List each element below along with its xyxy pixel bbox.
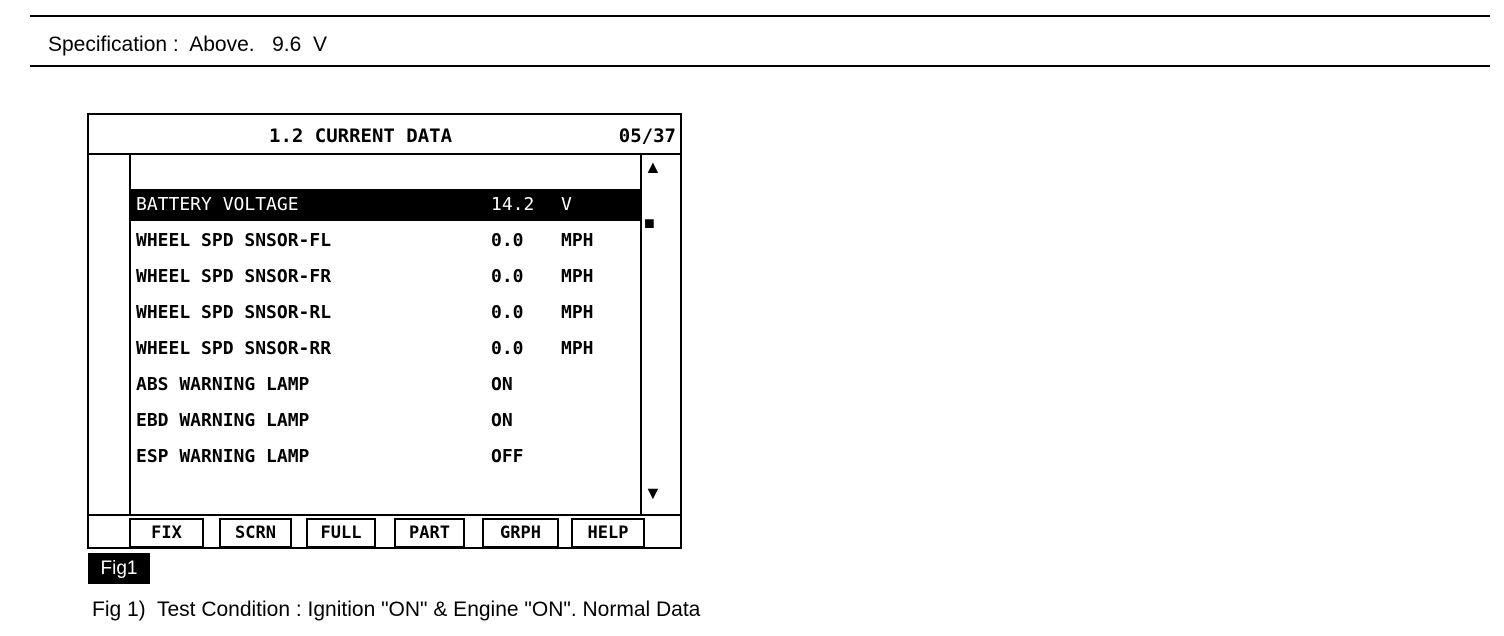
header-divider: [89, 153, 680, 155]
param-unit: MPH: [561, 266, 594, 287]
help-button[interactable]: HELP: [571, 518, 645, 548]
bottom-rule: [30, 65, 1490, 67]
full-button[interactable]: FULL: [306, 518, 376, 548]
figure-label: Fig1: [88, 553, 150, 584]
figure-caption: Fig 1) Test Condition : Ignition "ON" & …: [92, 598, 701, 621]
param-name: WHEEL SPD SNSOR-FL: [136, 230, 332, 251]
param-name: WHEEL SPD SNSOR-RR: [136, 338, 332, 359]
param-unit: MPH: [561, 302, 594, 323]
data-row[interactable]: BATTERY VOLTAGE 14.2 V: [131, 189, 640, 221]
param-unit: MPH: [561, 338, 594, 359]
param-value: 0.0: [491, 230, 524, 251]
param-value: 0.0: [491, 338, 524, 359]
grph-button[interactable]: GRPH: [482, 518, 559, 548]
footer-divider: [89, 514, 680, 516]
param-name: WHEEL SPD SNSOR-FR: [136, 266, 332, 287]
data-row[interactable]: WHEEL SPD SNSOR-FL 0.0 MPH: [131, 225, 640, 257]
param-value: 14.2: [491, 194, 535, 215]
param-name: ABS WARNING LAMP: [136, 374, 310, 395]
param-name: WHEEL SPD SNSOR-RL: [136, 302, 332, 323]
data-row[interactable]: WHEEL SPD SNSOR-RL 0.0 MPH: [131, 297, 640, 329]
data-list: BATTERY VOLTAGE 14.2 V WHEEL SPD SNSOR-FL 0.…: [129, 155, 642, 514]
param-value: 0.0: [491, 266, 524, 287]
param-value: OFF: [491, 446, 524, 467]
data-row[interactable]: ESP WARNING LAMP OFF: [131, 441, 640, 473]
data-row[interactable]: WHEEL SPD SNSOR-FR 0.0 MPH: [131, 261, 640, 293]
param-value: ON: [491, 410, 513, 431]
data-row[interactable]: ABS WARNING LAMP ON: [131, 369, 640, 401]
screen-title: 1.2 CURRENT DATA: [269, 125, 453, 147]
param-name: BATTERY VOLTAGE: [136, 194, 299, 215]
scan-tool-screen: 1.2 CURRENT DATA 05/37 BATTERY VOLTAGE 14…: [87, 113, 682, 549]
param-value: ON: [491, 374, 513, 395]
param-unit: MPH: [561, 230, 594, 251]
param-name: ESP WARNING LAMP: [136, 446, 310, 467]
data-row[interactable]: EBD WARNING LAMP ON: [131, 405, 640, 437]
scroll-thumb[interactable]: ■: [644, 213, 655, 233]
top-rule: [30, 15, 1490, 17]
param-value: 0.0: [491, 302, 524, 323]
part-button[interactable]: PART: [394, 518, 465, 548]
scroll-down-icon[interactable]: ▼: [644, 483, 662, 503]
specification-text: Specification : Above. 9.6 V: [48, 33, 327, 56]
param-unit: V: [561, 194, 572, 215]
param-name: EBD WARNING LAMP: [136, 410, 310, 431]
scroll-up-icon[interactable]: ▲: [644, 157, 662, 177]
data-row[interactable]: WHEEL SPD SNSOR-RR 0.0 MPH: [131, 333, 640, 365]
scrn-button[interactable]: SCRN: [219, 518, 292, 548]
page-counter: 05/37: [618, 125, 676, 147]
fix-button[interactable]: FIX: [129, 518, 204, 548]
